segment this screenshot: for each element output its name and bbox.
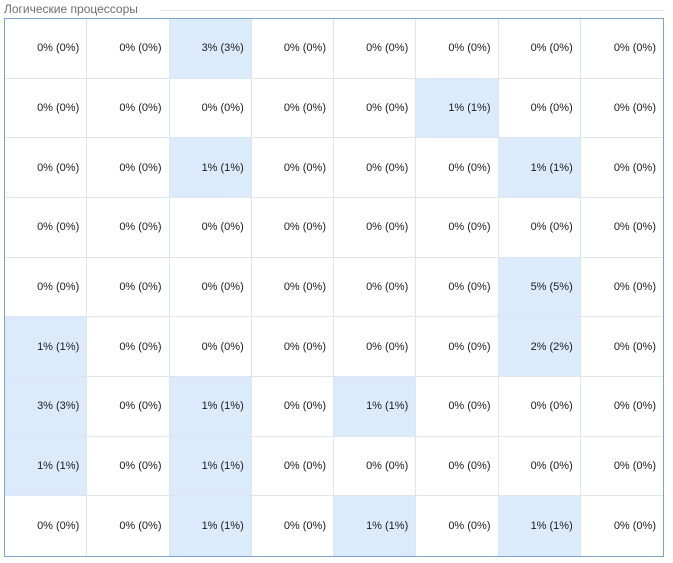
processor-cell: 0% (0%) xyxy=(416,436,499,497)
processor-cell: 0% (0%) xyxy=(416,138,499,198)
processor-cell: 0% (0%) xyxy=(334,436,417,497)
processor-cell: 0% (0%) xyxy=(580,198,663,258)
processor-cell: 0% (0%) xyxy=(5,257,88,318)
processor-cell: 1% (1%) xyxy=(5,436,88,497)
processor-cell: 0% (0%) xyxy=(87,78,170,139)
processor-cell: 1% (1%) xyxy=(416,78,499,139)
processor-cell: 0% (0%) xyxy=(251,317,334,377)
processor-cell: 0% (0%) xyxy=(580,377,663,437)
processor-cell: 2% (2%) xyxy=(498,317,581,377)
processor-cell: 0% (0%) xyxy=(87,138,170,198)
processor-cell: 0% (0%) xyxy=(251,436,334,497)
processor-cell: 0% (0%) xyxy=(87,198,170,258)
processor-cell: 0% (0%) xyxy=(498,19,581,79)
processor-cell: 0% (0%) xyxy=(416,317,499,377)
processor-cell: 0% (0%) xyxy=(334,198,417,258)
processor-cell: 0% (0%) xyxy=(580,19,663,79)
processor-cell: 0% (0%) xyxy=(334,19,417,79)
processor-cell: 1% (1%) xyxy=(169,436,252,497)
processor-cell: 1% (1%) xyxy=(169,377,252,437)
processor-cell: 0% (0%) xyxy=(169,78,252,139)
processor-cell: 0% (0%) xyxy=(580,258,663,318)
processor-cell: 0% (0%) xyxy=(5,138,88,198)
processor-cell: 0% (0%) xyxy=(334,138,417,198)
processor-cell: 1% (1%) xyxy=(334,496,417,556)
processor-cell: 1% (1%) xyxy=(334,377,417,437)
processor-cell: 0% (0%) xyxy=(87,377,170,437)
processor-cell: 0% (0%) xyxy=(416,19,499,79)
processor-cell: 0% (0%) xyxy=(252,496,334,556)
processor-cell: 0% (0%) xyxy=(334,78,417,139)
processor-cell: 0% (0%) xyxy=(251,198,334,258)
processor-cell: 0% (0%) xyxy=(251,138,334,198)
processor-cell: 0% (0%) xyxy=(87,317,170,377)
processor-cell: 0% (0%) xyxy=(251,257,334,318)
processor-cell: 0% (0%) xyxy=(251,377,334,437)
processor-cell: 0% (0%) xyxy=(416,257,499,318)
processor-cell: 0% (0%) xyxy=(5,496,88,556)
processor-cell: 0% (0%) xyxy=(169,257,252,318)
processor-cell: 0% (0%) xyxy=(87,19,170,79)
section-title: Логические процессоры xyxy=(4,2,138,16)
processor-cell: 0% (0%) xyxy=(334,257,417,318)
processor-cell: 0% (0%) xyxy=(498,78,581,139)
processor-cell: 0% (0%) xyxy=(87,257,170,318)
processor-cell: 0% (0%) xyxy=(334,317,417,377)
processor-cell: 1% (1%) xyxy=(5,317,88,377)
logical-processors-grid: 0% (0%) 0% (0%) 3% (3%) 0% (0%) 0% (0%) 0% (0… xyxy=(4,18,664,557)
processor-cell: 1% (1%) xyxy=(498,496,581,556)
processor-cell: 0% (0%) xyxy=(87,496,170,556)
processor-cell: 0% (0%) xyxy=(169,198,252,258)
processor-cell: 0% (0%) xyxy=(416,198,499,258)
processor-cell: 0% (0%) xyxy=(498,198,581,258)
processor-cell: 0% (0%) xyxy=(5,198,88,258)
title-divider xyxy=(160,10,665,11)
processor-cell: 0% (0%) xyxy=(580,138,663,198)
processor-cell: 0% (0%) xyxy=(169,317,252,377)
processor-cell: 3% (3%) xyxy=(5,377,88,437)
processor-cell: 0% (0%) xyxy=(251,78,334,139)
processor-cell: 0% (0%) xyxy=(87,436,170,497)
processor-cell: 0% (0%) xyxy=(251,19,334,79)
processor-cell: 0% (0%) xyxy=(580,317,663,377)
processor-cell: 0% (0%) xyxy=(416,496,499,556)
processor-cell: 0% (0%) xyxy=(498,436,581,497)
processor-cell: 0% (0%) xyxy=(613,520,656,533)
processor-cell: 0% (0%) xyxy=(580,79,663,139)
processor-cell: 0% (0%) xyxy=(5,78,88,139)
processor-cell: 1% (1%) xyxy=(169,138,252,198)
processor-cell: 0% (0%) xyxy=(416,377,499,437)
processor-cell: 5% (5%) xyxy=(498,257,581,318)
processor-cell: 1% (1%) xyxy=(498,138,581,198)
processor-cell: 1% (1%) xyxy=(169,496,252,556)
processor-cell: 3% (3%) xyxy=(169,19,252,79)
processor-cell: 0% (0%) xyxy=(5,19,88,79)
processor-cell: 0% (0%) xyxy=(580,437,663,497)
processor-cell: 0% (0%) xyxy=(498,377,581,437)
